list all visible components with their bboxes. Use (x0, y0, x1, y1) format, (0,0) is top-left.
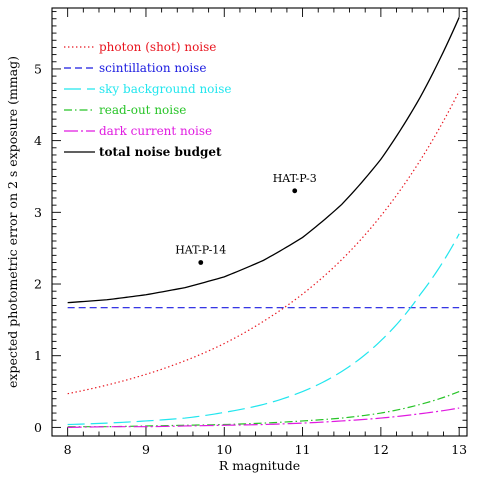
legend-label-0: photon (shot) noise (99, 40, 216, 54)
x-axis-title: R magnitude (219, 458, 300, 473)
x-tick-label: 9 (142, 442, 150, 457)
y-tick-label: 3 (34, 205, 42, 220)
star-label-0: HAT-P-14 (175, 244, 226, 257)
x-tick-label: 12 (373, 442, 389, 457)
star-point-0 (198, 260, 204, 265)
data-points: HAT-P-14 HAT-P-3 (175, 172, 317, 265)
legend-label-3: read-out noise (99, 103, 186, 117)
series-line-3 (67, 390, 460, 428)
series-line-4 (67, 407, 460, 428)
legend-label-1: scintillation noise (99, 61, 206, 75)
legend: photon (shot) noise scintillation noise sk… (64, 40, 232, 159)
legend-label-4: dark current noise (99, 124, 212, 138)
x-tick-label: 11 (295, 442, 311, 457)
series-line-5 (67, 17, 460, 304)
y-axis-title: expected photometric error on 2 s exposu… (5, 56, 20, 388)
y-tick-label: 4 (34, 133, 42, 148)
legend-label-5: total noise budget (99, 145, 222, 159)
star-label-1: HAT-P-3 (273, 172, 317, 185)
x-tick-label: 10 (216, 442, 232, 457)
y-tick-label: 2 (34, 277, 42, 292)
x-tick-label: 8 (64, 442, 72, 457)
series-line-2 (67, 233, 460, 426)
legend-label-2: sky background noise (99, 82, 232, 96)
axis-ticks (52, 8, 467, 436)
y-tick-label: 1 (34, 348, 42, 363)
plot-frame (51, 7, 468, 437)
series-lines (67, 17, 460, 428)
y-tick-label: 5 (34, 61, 42, 76)
y-tick-label: 0 (34, 420, 42, 435)
x-tick-label: 13 (451, 442, 467, 457)
star-point-1 (292, 188, 298, 194)
